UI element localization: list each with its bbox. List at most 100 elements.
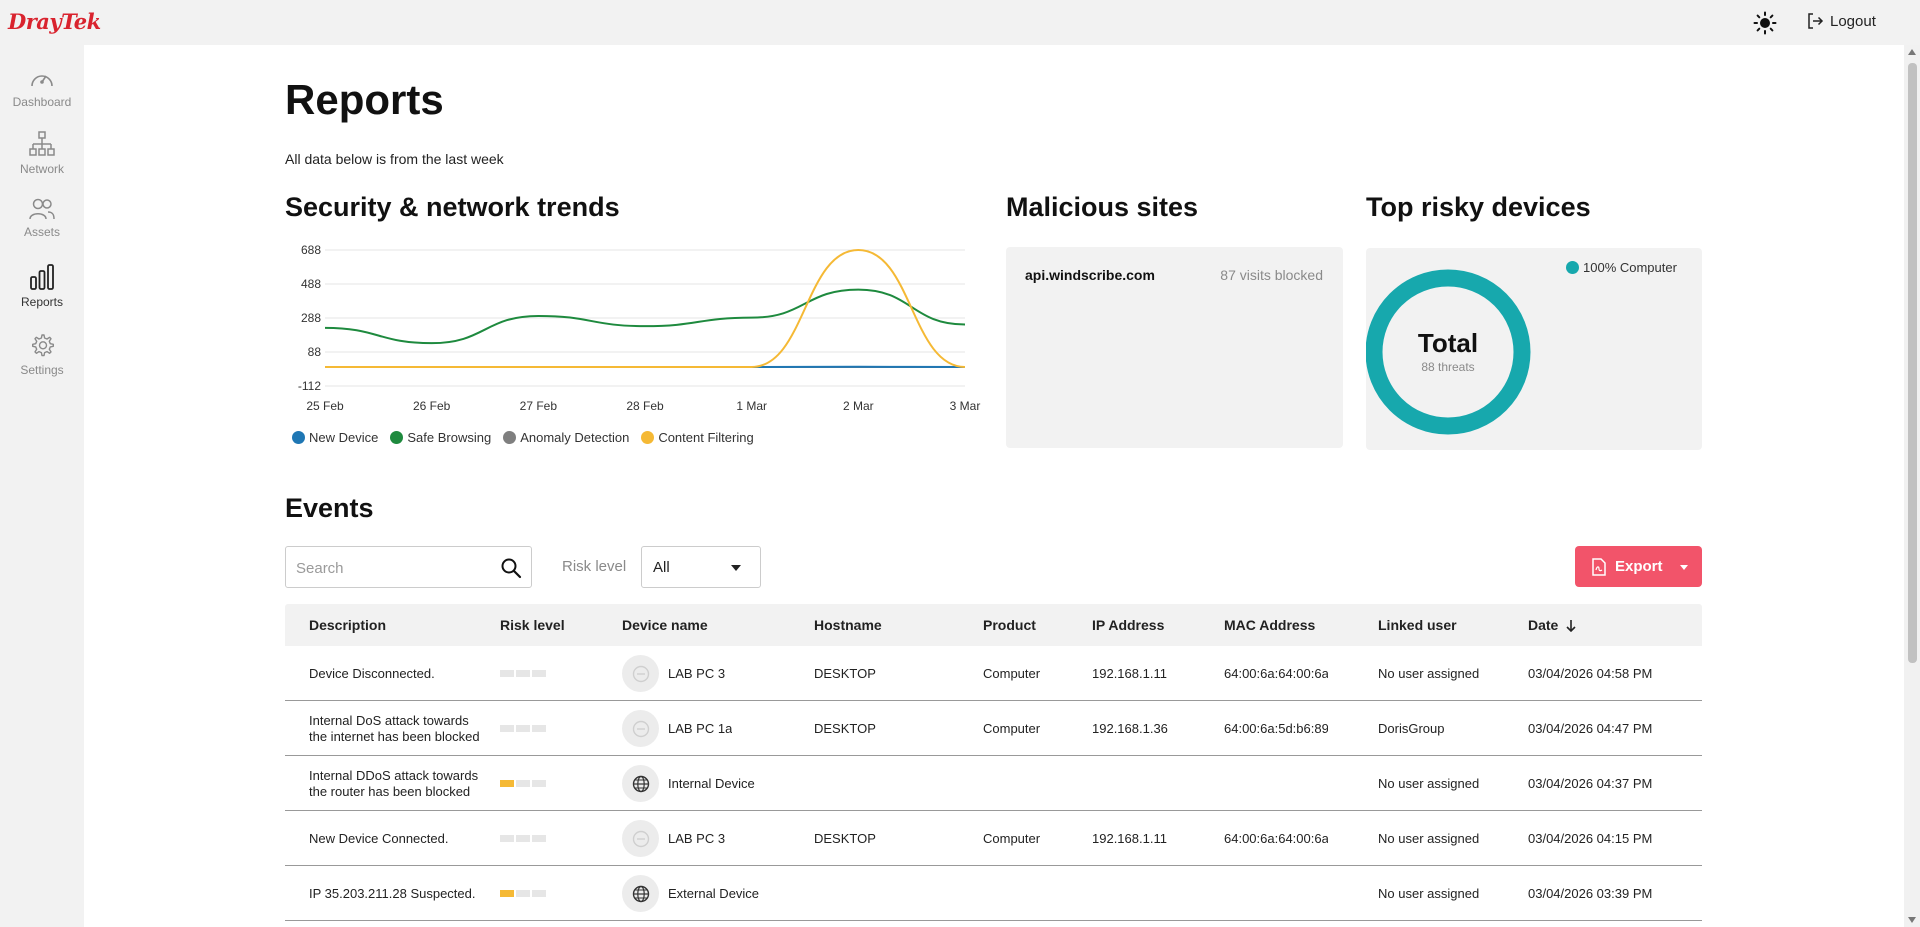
sidebar-item-network[interactable]: Network	[0, 130, 84, 190]
row-description: Internal DoS attack towards the internet…	[309, 713, 480, 744]
row-description: IP 35.203.211.28 Suspected.	[309, 886, 476, 901]
legend-dot-icon	[641, 431, 655, 444]
row-date: 03/04/2026 04:37 PM	[1528, 776, 1653, 791]
risk-segment	[516, 780, 530, 787]
row-linked-user: No user assigned	[1378, 776, 1480, 791]
row-product: Computer	[983, 666, 1041, 681]
col-device-name[interactable]: Device name	[622, 617, 708, 633]
chevron-down-icon[interactable]	[1680, 565, 1688, 570]
gear-icon	[32, 334, 54, 357]
table-row[interactable]: Internal DoS attack towards the internet…	[285, 701, 1702, 756]
row-device-name: LAB PC 3	[668, 831, 726, 846]
legend-item[interactable]: Anomaly Detection	[503, 430, 629, 445]
search-icon[interactable]	[500, 557, 522, 579]
row-date: 03/04/2026 04:47 PM	[1528, 721, 1653, 736]
sort-down-arrow-icon	[1566, 620, 1576, 633]
donut-threat-count: 88 threats	[1421, 360, 1475, 374]
donut-total-label: Total	[1417, 328, 1479, 358]
x-tick-label: 26 Feb	[413, 399, 451, 413]
col-product[interactable]: Product	[983, 617, 1036, 633]
chevron-down-icon	[731, 565, 741, 571]
legend-label: Content Filtering	[658, 430, 754, 445]
row-hostname: DESKTOP	[814, 721, 876, 736]
x-tick-label: 27 Feb	[520, 399, 558, 413]
col-hostname[interactable]: Hostname	[814, 617, 882, 633]
risk-level-bar	[500, 725, 546, 732]
donut-ring	[1366, 269, 1531, 435]
col-linked-user[interactable]: Linked user	[1378, 617, 1457, 633]
legend-dot-icon	[1566, 261, 1579, 274]
risk-segment	[532, 835, 546, 842]
risk-segment	[532, 670, 546, 677]
y-tick-label: -112	[298, 379, 321, 393]
sidebar-item-dashboard[interactable]: Dashboard	[0, 67, 84, 127]
search-input[interactable]	[296, 557, 486, 579]
row-ip-address: 192.168.1.36	[1092, 721, 1168, 736]
col-mac-address[interactable]: MAC Address	[1224, 617, 1316, 633]
row-description: Device Disconnected.	[309, 666, 435, 681]
legend-dot-icon	[503, 431, 517, 444]
trends-title: Security & network trends	[285, 192, 620, 222]
table-row[interactable]: Device Disconnected. LAB PC 3 DESKTOP Compu…	[285, 646, 1702, 701]
table-row[interactable]: New Device Connected. LAB PC 3 DESKTOP Comp…	[285, 811, 1702, 866]
sidebar-item-label: Dashboard	[12, 95, 72, 109]
row-description: Internal DDoS attack towards the router …	[309, 768, 479, 799]
row-hostname: DESKTOP	[814, 831, 876, 846]
scroll-up-arrow-icon[interactable]	[1908, 49, 1916, 55]
row-mac-address: 64:00:6a:64:00:6a:	[1224, 666, 1328, 681]
y-tick-label: 88	[308, 345, 322, 359]
risk-segment	[500, 670, 514, 677]
sidebar-item-settings[interactable]: Settings	[0, 333, 84, 393]
table-row[interactable]: Internal DDoS attack towards the router …	[285, 756, 1702, 811]
legend-item[interactable]: Content Filtering	[641, 430, 754, 445]
risk-level-bar	[500, 780, 546, 787]
series-line-content-filtering	[324, 248, 966, 368]
computer-icon	[622, 655, 659, 692]
series-line-safe-browsing	[324, 288, 966, 345]
malicious-site-name[interactable]: api.windscribe.com	[1025, 267, 1155, 283]
legend-label: Anomaly Detection	[520, 430, 630, 445]
draytek-logo[interactable]: DrayTek	[8, 9, 101, 34]
risk-level-value: All	[653, 559, 670, 576]
row-device-name: Internal Device	[668, 776, 755, 791]
y-tick-label: 288	[301, 311, 321, 325]
risk-level-select[interactable]: All	[641, 546, 761, 588]
logout-button[interactable]: Logout	[1806, 12, 1876, 30]
table-row[interactable]: IP 35.203.211.28 Suspected. External Devi…	[285, 866, 1702, 921]
col-ip-address[interactable]: IP Address	[1092, 617, 1165, 633]
risk-segment	[532, 890, 546, 897]
page-scrollbar[interactable]	[1904, 45, 1920, 927]
risk-segment	[516, 890, 530, 897]
risk-segment	[500, 890, 514, 897]
sidebar-item-label: Settings	[20, 363, 64, 377]
scroll-thumb[interactable]	[1908, 63, 1917, 663]
trends-line-chart: 688 488 288 88 -112 25 Feb 26 Feb 27 Feb 28 Feb 1…	[298, 243, 980, 413]
risk-segment	[500, 835, 514, 842]
col-date[interactable]: Date	[1528, 617, 1577, 633]
sidebar-item-assets[interactable]: Assets	[0, 197, 84, 257]
theme-toggle-button[interactable]	[1752, 10, 1778, 36]
sidebar-item-reports[interactable]: Reports	[0, 263, 84, 323]
legend-item[interactable]: Safe Browsing	[390, 430, 491, 445]
scroll-down-arrow-icon[interactable]	[1908, 917, 1916, 923]
malicious-sites-card: api.windscribe.com 87 visits blocked	[1006, 247, 1343, 448]
top-bar: DrayTek Logout	[0, 0, 1920, 45]
risk-level-bar	[500, 890, 546, 897]
legend-dot-icon	[292, 431, 305, 444]
row-linked-user: No user assigned	[1378, 831, 1480, 846]
row-linked-user: No user assigned	[1378, 666, 1480, 681]
export-button[interactable]: Export	[1575, 546, 1702, 587]
y-tick-label: 688	[301, 243, 321, 257]
row-linked-user: DorisGroup	[1378, 721, 1445, 736]
table-header: Description Risk level Device name Hostn…	[285, 604, 1702, 646]
malicious-sites-title: Malicious sites	[1006, 192, 1199, 222]
row-hostname: DESKTOP	[814, 666, 876, 681]
sun-icon	[1753, 11, 1777, 35]
col-risk-level[interactable]: Risk level	[500, 617, 565, 633]
sidebar-item-label: Network	[19, 162, 64, 176]
trends-legend: New Device Safe Browsing Anomaly Detection…	[292, 430, 754, 445]
col-description[interactable]: Description	[309, 617, 387, 633]
risk-segment	[532, 780, 546, 787]
legend-item[interactable]: New Device	[292, 430, 378, 445]
table-body: Device Disconnected. LAB PC 3 DESKTOP Compu…	[285, 646, 1702, 921]
